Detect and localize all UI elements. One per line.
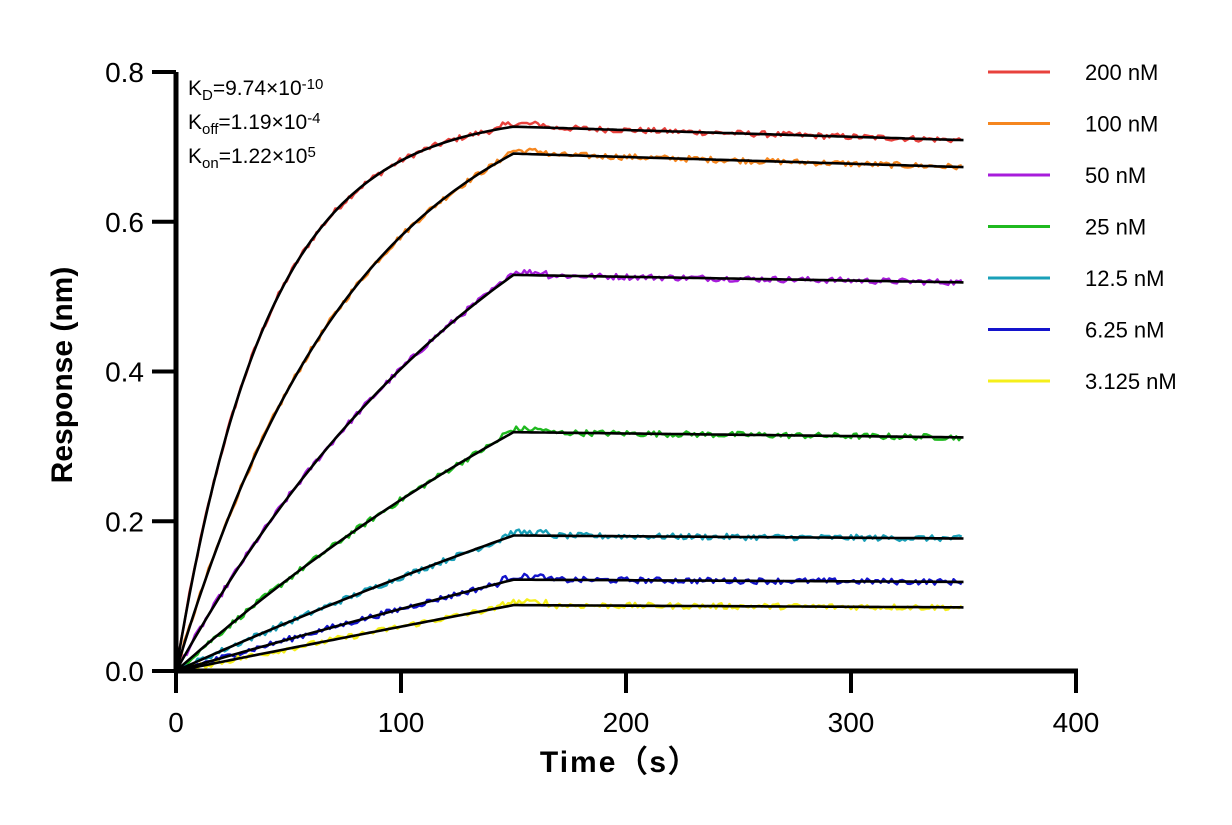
fit-line-200-nM [174,125,964,672]
series-line-100-nM [174,147,963,672]
ticks: 0 100 200 300 400 0.0 0.2 0.4 0.6 0.8 [105,57,1099,738]
plot-area [174,120,964,673]
kinetics-label: Koff=1.19×10-4 [188,110,321,138]
kinetics-label: Kon=1.22×105 [188,144,316,172]
y-axis-title: Response (nm) [46,267,79,484]
y-tick-label: 0.8 [105,57,144,88]
legend: 200 nM 100 nM 50 nM 25 nM 12.5 nM 6.25 nM 3.12… [988,60,1177,394]
series-line-6-25-nM [175,572,963,673]
fit-line-50-nM [174,273,964,672]
x-axis-title: Time（s） [540,745,700,779]
y-tick-label: 0.0 [105,656,144,687]
fit-line-12-5-nM [175,534,964,673]
legend-label: 25 nM [1085,215,1146,240]
legend-label: 6.25 nM [1085,318,1165,343]
fit-line-3-125-nM [175,603,964,673]
x-tick-label: 0 [168,707,184,738]
y-tick-label: 0.4 [105,357,144,388]
kinetics-label: KD=9.74×10-10 [188,76,323,104]
y-tick-label: 0.6 [105,207,144,238]
legend-label: 100 nM [1085,112,1158,137]
series-line-200-nM [174,120,963,672]
fit-line-100-nM [174,152,964,672]
x-tick-label: 400 [1053,707,1100,738]
legend-label: 50 nM [1085,163,1146,188]
fit-line-25-nM [175,430,964,672]
x-tick-label: 200 [603,707,650,738]
series-line-25-nM [175,425,963,672]
fit-line-6-25-nM [175,578,964,673]
legend-label: 3.125 nM [1085,369,1177,394]
x-tick-label: 100 [378,707,425,738]
legend-label: 12.5 nM [1085,266,1165,291]
series-line-50-nM [174,268,963,672]
kinetics-annotation: KD=9.74×10-10 Koff=1.19×10-4 Kon=1.22×105 [188,76,323,172]
legend-label: 200 nM [1085,60,1158,85]
y-tick-label: 0.2 [105,506,144,537]
x-tick-label: 300 [828,707,875,738]
